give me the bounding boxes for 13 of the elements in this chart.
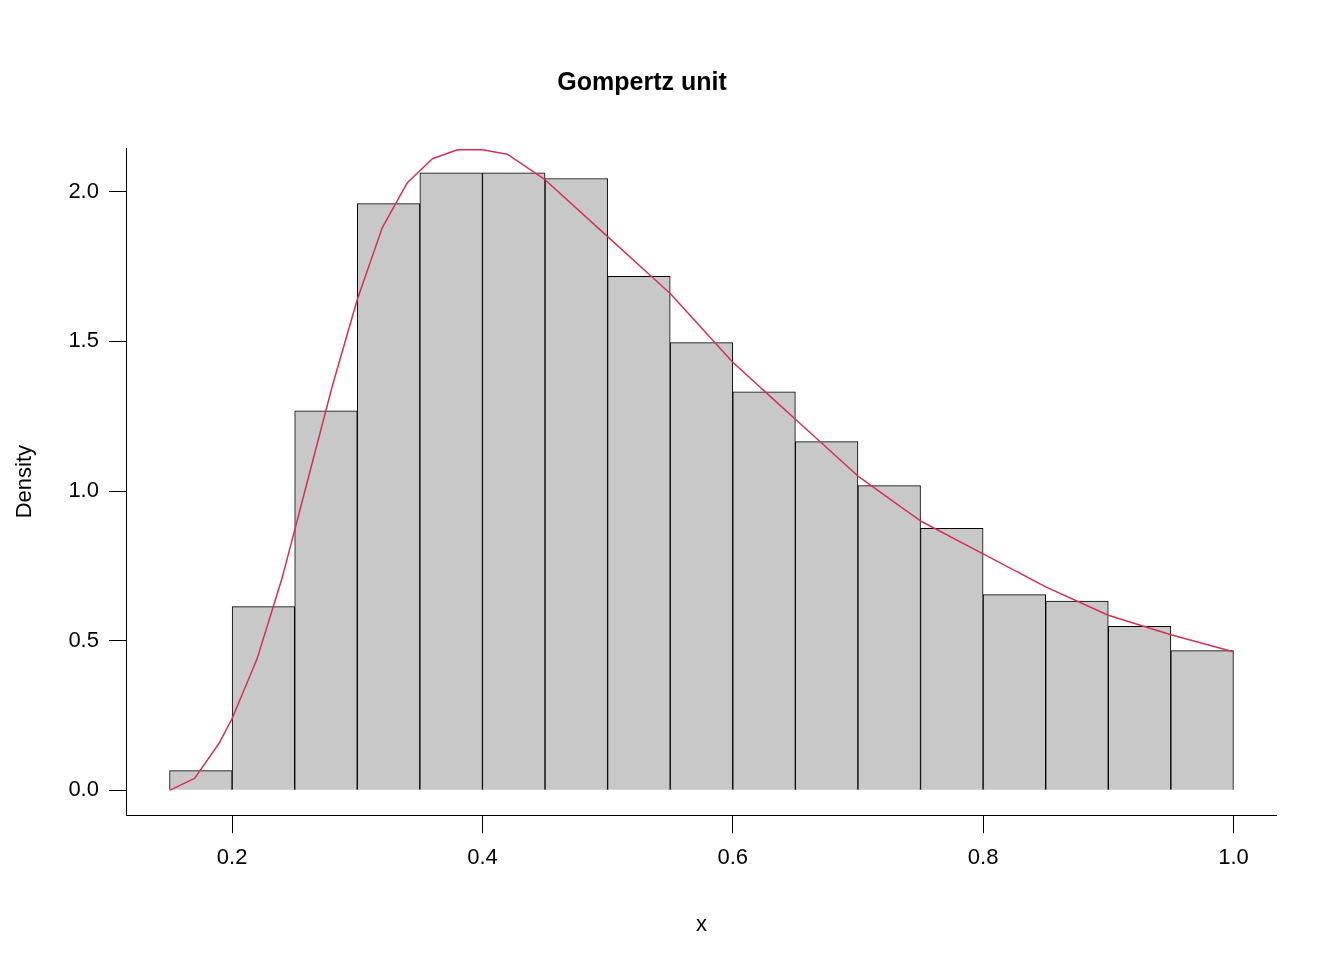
- x-tick-label: 1.0: [1218, 844, 1249, 870]
- y-tick-label: 2.0: [68, 177, 99, 203]
- y-tick-label: 0.0: [68, 776, 99, 802]
- y-axis-title: Density: [11, 444, 37, 519]
- y-tick-label: 1.0: [68, 477, 99, 503]
- x-tick-label: 0.8: [967, 844, 999, 870]
- x-tick-label: 0.4: [467, 844, 498, 870]
- x-tick-label: 0.6: [717, 844, 749, 870]
- chart-title: Gompertz unit: [557, 66, 728, 95]
- y-tick-label: 0.5: [68, 626, 99, 652]
- x-tick-label: 0.2: [216, 844, 248, 870]
- x-axis-title: x: [695, 910, 707, 936]
- y-tick-label: 1.5: [68, 327, 99, 353]
